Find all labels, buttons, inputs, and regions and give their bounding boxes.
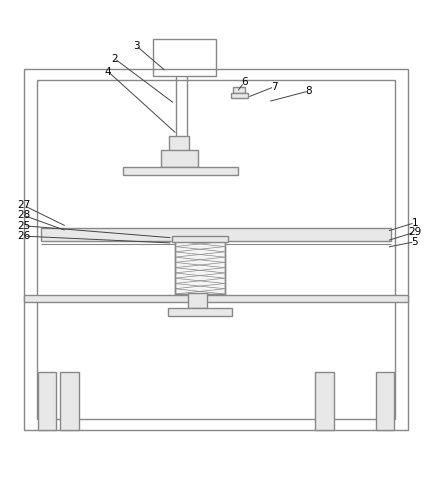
Bar [188, 293, 207, 308]
Bar [175, 241, 225, 294]
Text: 6: 6 [241, 77, 248, 87]
Text: 3: 3 [133, 40, 140, 51]
Bar [168, 308, 232, 317]
Text: 25: 25 [17, 221, 30, 231]
Bar [38, 372, 56, 430]
Bar [376, 372, 394, 430]
Text: 4: 4 [105, 67, 111, 76]
Text: 7: 7 [271, 82, 278, 92]
Bar [169, 137, 189, 151]
Text: 8: 8 [305, 86, 312, 96]
Bar [175, 241, 225, 294]
Text: 29: 29 [408, 227, 421, 237]
Bar [24, 295, 408, 302]
Bar [172, 236, 228, 242]
Bar [315, 372, 334, 430]
Bar [37, 80, 395, 420]
Bar [41, 228, 391, 241]
Text: 27: 27 [17, 201, 30, 211]
Bar [231, 93, 248, 98]
Bar [153, 39, 216, 76]
Text: 5: 5 [411, 237, 418, 247]
Text: 26: 26 [17, 231, 30, 241]
Bar [60, 372, 79, 430]
Bar [161, 150, 198, 167]
Bar [233, 87, 245, 93]
Text: 2: 2 [111, 54, 118, 64]
Text: 28: 28 [17, 211, 30, 220]
Bar [123, 167, 238, 175]
Text: 1: 1 [411, 218, 418, 228]
Bar [24, 70, 408, 430]
